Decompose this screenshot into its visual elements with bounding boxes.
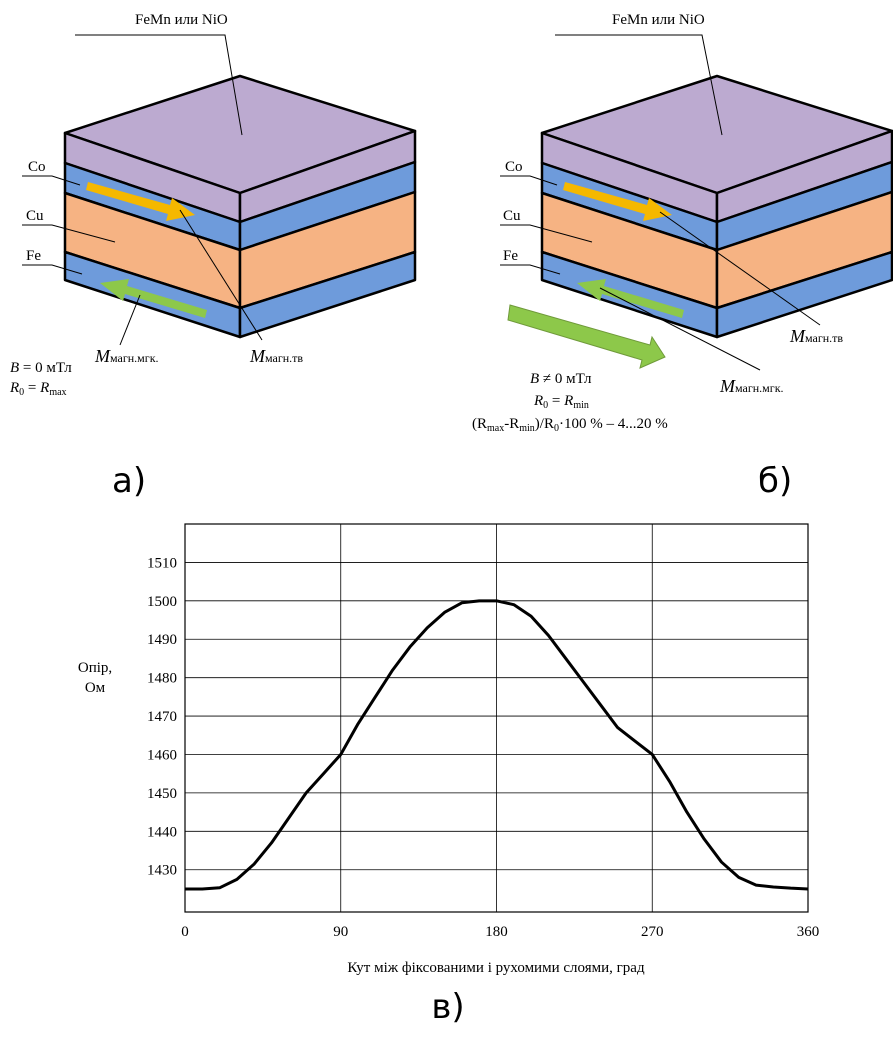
label: FeMn или NiO — [612, 12, 705, 28]
label: (Rmax-Rmin)/R0·100 % – 4...20 % — [472, 416, 668, 434]
label: R0 = Rmax — [9, 380, 67, 398]
y-tick-label: 1440 — [147, 824, 177, 840]
x-tick-label: 90 — [333, 924, 348, 940]
y-axis-label-line: Опір, — [78, 660, 112, 676]
chart: 1430 1440 1450 1460 1470 1480 1490 1500 1510 0 90 1… — [147, 524, 819, 940]
caption: в) — [431, 987, 464, 1027]
x-tick-label: 360 — [797, 924, 820, 940]
label: Co — [505, 159, 523, 175]
field-arrow — [508, 305, 665, 368]
layer-stack — [65, 76, 415, 337]
x-tick-label: 180 — [485, 924, 508, 940]
label: FeMn или NiO — [135, 12, 228, 28]
label: Mмагн.мгк. — [719, 376, 784, 396]
y-tick-label: 1460 — [147, 747, 177, 763]
leader — [120, 295, 140, 345]
label: Mмагн.тв — [249, 346, 303, 366]
x-tick-label: 270 — [641, 924, 664, 940]
label: Co — [28, 159, 46, 175]
caption: б) — [758, 461, 792, 501]
label: Cu — [26, 208, 44, 224]
label: R0 = Rmin — [533, 393, 589, 411]
y-axis-label-line: Ом — [85, 680, 106, 696]
y-tick-label: 1500 — [147, 594, 177, 610]
layer-stack — [542, 76, 892, 337]
label: Fe — [503, 248, 518, 264]
y-tick-label: 1480 — [147, 671, 177, 687]
panel-b: FeMn или NiO Co Cu Fe Mмагн.тв Mмагн.мгк… — [472, 12, 892, 501]
panel-a: FeMn или NiO Co Cu Fe Mмагн.тв Mмагн.мгк… — [9, 12, 415, 501]
x-tick-label: 0 — [181, 924, 189, 940]
y-tick-label: 1470 — [147, 709, 177, 725]
caption: а) — [112, 461, 146, 501]
y-tick-label: 1430 — [147, 863, 177, 879]
y-axis-label: Опір, Ом — [78, 660, 112, 696]
label: Mмагн.тв — [789, 326, 843, 346]
label: Mмагн.мгк. — [94, 346, 159, 366]
label: Cu — [503, 208, 521, 224]
label: B = 0 мТл — [10, 360, 72, 376]
x-axis-label: Кут між фіксованими і рухомими слоями, г… — [347, 960, 645, 976]
label: Fe — [26, 248, 41, 264]
y-tick-label: 1510 — [147, 555, 177, 571]
label: B ≠ 0 мТл — [530, 371, 592, 387]
y-tick-label: 1490 — [147, 632, 177, 648]
figure: FeMn или NiO Co Cu Fe Mмагн.тв Mмагн.мгк… — [0, 0, 893, 1041]
y-tick-label: 1450 — [147, 786, 177, 802]
